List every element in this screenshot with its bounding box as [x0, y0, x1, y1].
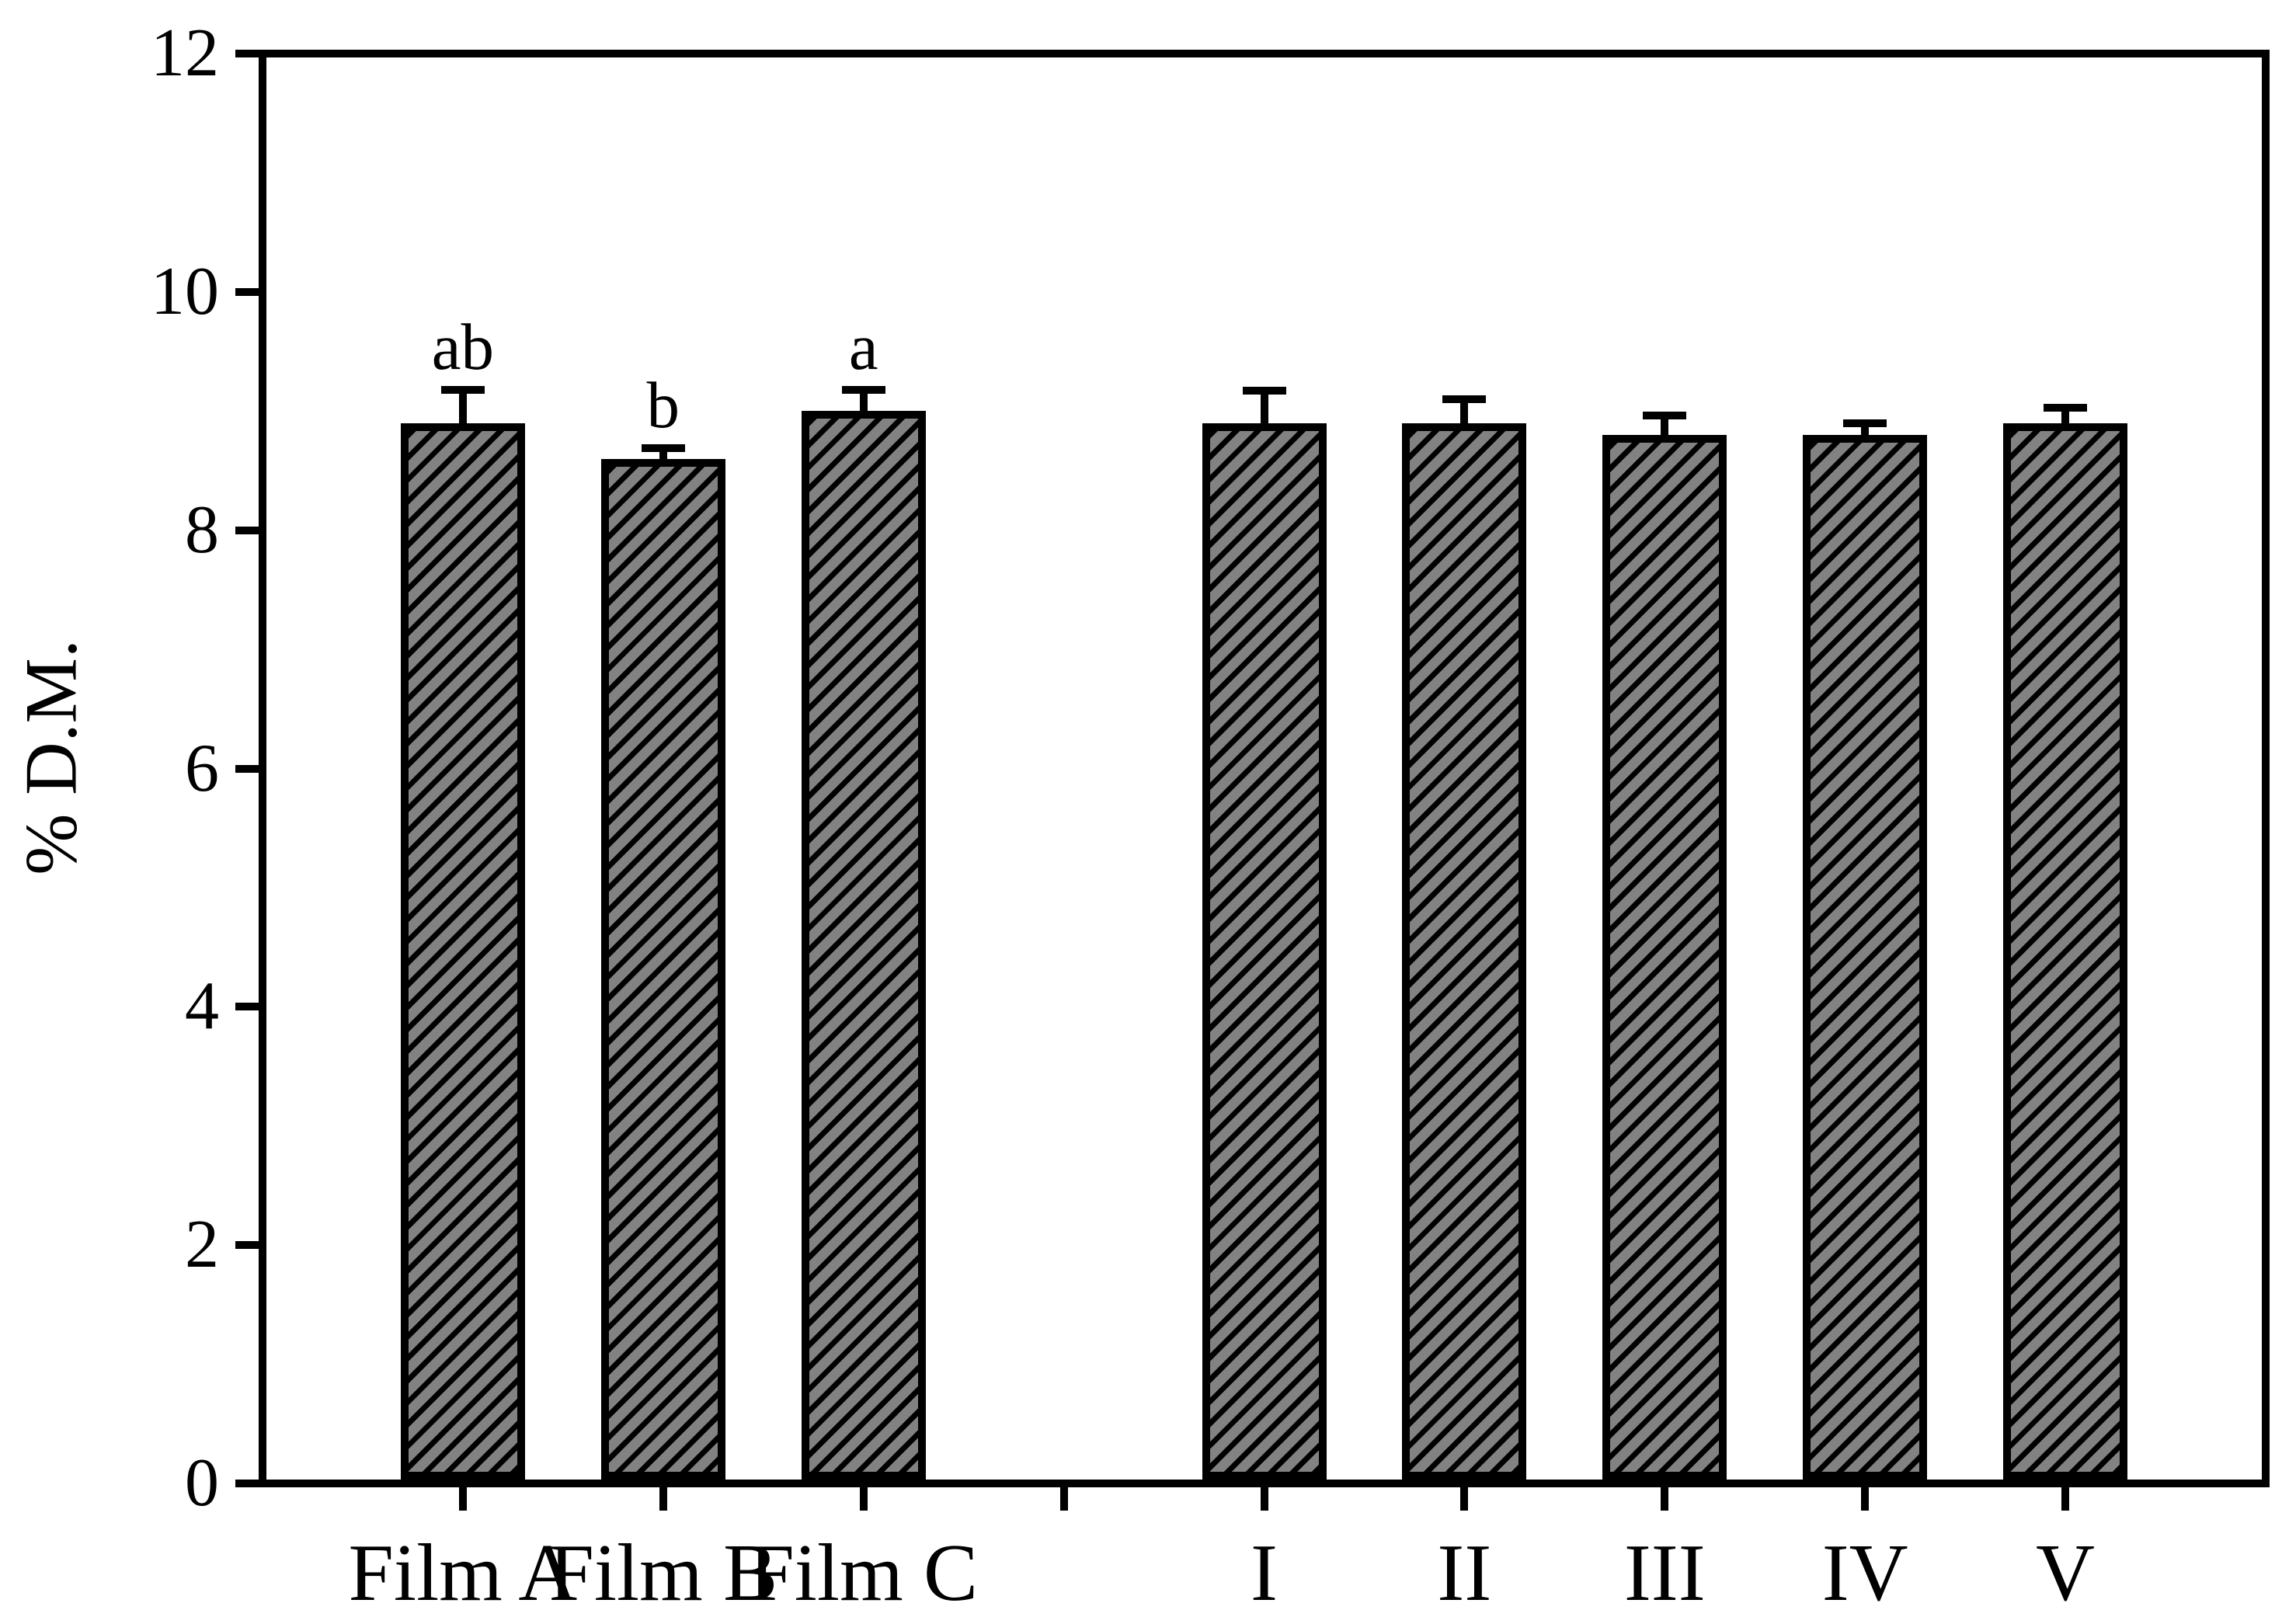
y-axis-tick — [235, 1480, 259, 1487]
error-bar-cap — [2044, 403, 2088, 412]
x-axis-tick — [1861, 1487, 1870, 1511]
error-bar — [1661, 416, 1669, 436]
significance-letter: b — [646, 368, 680, 442]
x-tick-label: IV — [1821, 1527, 1908, 1618]
x-axis-tick — [2061, 1487, 2070, 1511]
x-axis-tick — [1059, 1487, 1068, 1511]
y-tick-label: 2 — [185, 1207, 219, 1283]
error-bar — [1861, 423, 1870, 436]
x-tick-label: Film B — [548, 1527, 778, 1618]
error-bar-cap — [1242, 387, 1286, 395]
bar — [2003, 423, 2128, 1480]
y-axis-tick — [235, 50, 259, 57]
bar — [400, 423, 525, 1480]
x-axis-tick — [1661, 1487, 1669, 1511]
error-bar — [659, 447, 667, 461]
y-tick-label: 6 — [185, 730, 219, 806]
y-tick-label: 12 — [151, 16, 219, 91]
y-axis-tick — [235, 1003, 259, 1011]
y-tick-label: 10 — [151, 253, 219, 329]
x-tick-label: II — [1437, 1527, 1492, 1618]
error-bar — [1260, 391, 1268, 425]
x-tick-label: III — [1623, 1527, 1706, 1618]
error-bar-cap — [641, 443, 685, 452]
x-axis-tick — [859, 1487, 868, 1511]
significance-letter: a — [848, 310, 878, 384]
error-bar-cap — [1442, 395, 1487, 403]
error-bar-cap — [841, 385, 885, 394]
y-axis-tick — [235, 287, 259, 296]
y-tick-label: 0 — [185, 1445, 219, 1521]
error-bar-cap — [1643, 412, 1687, 420]
bar — [1803, 434, 1928, 1480]
bar — [1402, 423, 1527, 1480]
y-tick-label: 8 — [185, 492, 219, 568]
x-axis-tick — [458, 1487, 467, 1511]
y-axis-tick — [235, 526, 259, 534]
error-bar — [458, 389, 467, 425]
x-axis-tick — [1260, 1487, 1268, 1511]
error-bar — [2061, 407, 2070, 425]
error-bar — [1460, 398, 1469, 425]
bar — [801, 411, 926, 1480]
x-tick-label: V — [2036, 1527, 2096, 1618]
y-axis-tick — [235, 764, 259, 773]
x-axis-tick — [659, 1487, 667, 1511]
y-tick-label: 4 — [185, 968, 219, 1045]
x-axis-tick — [1460, 1487, 1469, 1511]
bar — [600, 458, 725, 1480]
bar — [1602, 434, 1727, 1480]
error-bar — [859, 389, 868, 413]
significance-letter: ab — [431, 310, 495, 384]
x-tick-label: I — [1251, 1527, 1278, 1618]
x-tick-label: Film C — [749, 1527, 979, 1618]
error-bar-cap — [440, 385, 485, 394]
bar — [1202, 423, 1327, 1480]
y-axis-tick — [235, 1241, 259, 1250]
x-tick-label: Film A — [348, 1527, 578, 1618]
error-bar-cap — [1843, 419, 1887, 427]
